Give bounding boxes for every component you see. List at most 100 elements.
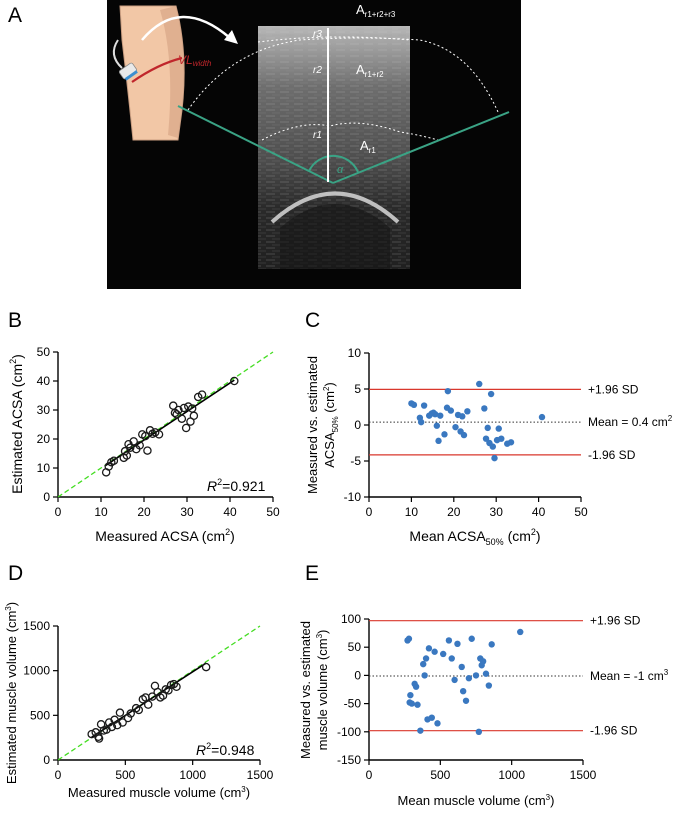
chart-b-r2: R2=0.921 xyxy=(207,477,266,494)
bone-echo xyxy=(270,191,400,224)
chart-c-lower-loa-label: -1.96 SD xyxy=(588,448,636,462)
chart-e-point xyxy=(451,676,458,684)
chart-e-point xyxy=(472,672,480,679)
chart-e-lower-loa-label: -1.96 SD xyxy=(590,724,638,738)
chart-d-xlabel: Measured muscle volume (cm3) xyxy=(68,785,250,800)
chart-c-point xyxy=(498,435,505,442)
chart-e-y-tick-label: -150 xyxy=(337,753,361,767)
chart-c-y-tick-label: 10 xyxy=(348,346,362,360)
chart-b-point xyxy=(129,437,138,446)
chart-b-point xyxy=(125,443,135,452)
chart-e-y-tick-label: 100 xyxy=(341,612,361,626)
chart-b-y-tick-label: 20 xyxy=(37,432,51,446)
chart-e-point xyxy=(434,720,441,727)
chart-c-ylabel-line2: ACSA50% (cm2) xyxy=(322,382,340,468)
vl-width-label: VLwidth xyxy=(178,53,212,68)
chart-d-point xyxy=(107,722,117,732)
panel-label-b: B xyxy=(8,309,22,332)
r1-label: r1 xyxy=(313,130,322,141)
chart-b-point xyxy=(174,405,183,415)
chart-c-point xyxy=(452,423,459,431)
chart-c-point xyxy=(464,408,471,415)
chart-c-point xyxy=(460,431,468,439)
chart-d-x-tick-label: 1000 xyxy=(179,768,206,782)
chart-d-point xyxy=(148,692,157,701)
chart-d-point xyxy=(115,708,125,717)
chart-d-point xyxy=(134,705,144,715)
chart-e-x-tick-label: 500 xyxy=(430,768,450,782)
chart-c-point xyxy=(437,412,444,419)
chart-b-xlabel: Measured ACSA (cm2) xyxy=(95,527,235,544)
chart-c-point xyxy=(487,390,495,398)
chart-d-y-tick-label: 500 xyxy=(30,708,50,722)
chart-c-point xyxy=(433,422,441,429)
chart-d-point xyxy=(172,682,181,691)
chart-b-x-tick-label: 40 xyxy=(223,505,237,519)
chart-c-point xyxy=(447,407,455,414)
chart-c-x-tick-label: 10 xyxy=(405,505,419,519)
chart-e-y-tick-label: 0 xyxy=(354,668,361,682)
chart-e-point xyxy=(475,728,483,735)
chart-d-point xyxy=(94,734,104,743)
chart-c-point xyxy=(431,411,439,418)
chart-b-y-tick-label: 0 xyxy=(43,490,50,504)
chart-e-point xyxy=(448,655,455,662)
chart-c-point xyxy=(441,431,448,438)
region-outline-total xyxy=(187,37,499,113)
chart-d-point xyxy=(118,718,127,727)
chart-c-y-tick-label: 0 xyxy=(354,418,361,432)
chart-e-point xyxy=(422,655,430,662)
chart-b-point xyxy=(135,441,144,450)
chart-b-identity-line xyxy=(57,351,274,498)
chart-e-y-tick-label: 50 xyxy=(348,640,362,654)
chart-b-point xyxy=(122,451,132,460)
area-r1-label: Ar1 xyxy=(360,138,376,155)
chart-c: 0 10 20 30 40 50 -10 -5 0 5 10 +1.96 SD -1.96 SD M… xyxy=(305,346,673,547)
chart-e-point xyxy=(459,687,467,695)
chart-c-point xyxy=(410,401,418,409)
chart-e-point xyxy=(445,637,453,644)
chart-e-point xyxy=(462,697,470,704)
chart-c-x-tick-label: 40 xyxy=(532,505,546,519)
chart-d-point xyxy=(91,728,100,737)
chart-b-point xyxy=(197,390,207,399)
chart-b-x-tick-label: 0 xyxy=(55,505,62,519)
chart-c-xlabel: Mean ACSA50% (cm2) xyxy=(409,527,540,547)
chart-e-upper-loa-label: +1.96 SD xyxy=(590,614,641,628)
chart-e-point xyxy=(408,700,415,707)
chart-d-point xyxy=(201,662,211,672)
area-total-label: Ar1+r2+r3 xyxy=(356,2,396,19)
chart-e-point xyxy=(425,645,433,652)
chart-e-point xyxy=(412,683,420,690)
chart-e-y-tick-label: -100 xyxy=(337,725,361,739)
chart-d-x-tick-label: 500 xyxy=(115,768,135,782)
chart-d-y-tick-label: 1500 xyxy=(23,619,50,633)
probe-cable xyxy=(112,39,123,69)
chart-b-point xyxy=(104,462,113,471)
chart-b-y-tick-label: 50 xyxy=(37,345,51,359)
chart-d-ylabel: Estimated muscle volume (cm3) xyxy=(4,602,19,784)
chart-c-point xyxy=(459,413,466,420)
chart-e-point xyxy=(454,640,461,648)
chart-d-point xyxy=(126,709,135,718)
chart-e-ylabel-line1: Measured vs. estimated xyxy=(298,621,313,759)
chart-e-point xyxy=(431,648,438,655)
chart-c-x-tick-label: 0 xyxy=(366,505,373,519)
chart-e-point xyxy=(465,675,473,682)
chart-c-y-tick-label: 5 xyxy=(354,382,361,396)
chart-c-point xyxy=(484,424,491,432)
chart-c-point xyxy=(491,454,498,462)
chart-d-point xyxy=(169,679,179,689)
region-outline-deep xyxy=(261,122,439,141)
chart-b-point xyxy=(177,414,187,423)
chart-e: 0 500 1000 1500 -150 -100 -50 0 50 100 +1.96 SD -… xyxy=(298,612,669,808)
chart-e-point xyxy=(414,701,421,708)
chart-e-point xyxy=(468,635,475,642)
chart-e-point xyxy=(482,670,490,677)
chart-b-point xyxy=(141,431,150,441)
chart-c-point xyxy=(507,439,515,446)
chart-c-x-tick-label: 20 xyxy=(447,505,461,519)
chart-b-point xyxy=(189,411,199,421)
chart-d-y-tick-label: 0 xyxy=(43,753,50,767)
panel-label-e: E xyxy=(305,562,319,585)
